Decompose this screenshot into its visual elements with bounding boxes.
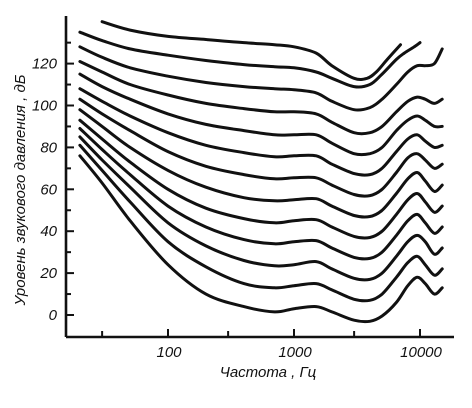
curves-layer — [78, 20, 444, 324]
y-axis-label: Уровень звукового давления , дБ — [12, 74, 29, 306]
y-tick-label: 120 — [32, 56, 58, 73]
y-tick-label: 0 — [49, 307, 58, 324]
equal-loudness-curve-12 — [78, 30, 422, 89]
equal-loudness-curve-9 — [78, 72, 444, 157]
x-tick-label: 10000 — [400, 344, 442, 361]
ticks-layer — [66, 41, 421, 337]
equal-loudness-curve-10 — [78, 60, 444, 136]
equal-loudness-curve-13 — [100, 20, 402, 81]
equal-loudness-curve-11 — [78, 45, 444, 112]
x-axis-label: Частота , Гц — [220, 364, 317, 381]
y-tick-label: 20 — [39, 265, 57, 282]
y-tick-label: 100 — [32, 98, 58, 115]
equal-loudness-curve-4 — [78, 127, 444, 261]
equal-loudness-curve-7 — [78, 97, 444, 198]
equal-loudness-curve-6 — [78, 108, 444, 219]
x-tick-label: 100 — [156, 344, 182, 361]
equal-loudness-curve-3 — [78, 135, 444, 282]
equal-loudness-curve-8 — [78, 87, 444, 177]
x-tick-label: 1000 — [278, 344, 312, 361]
equal-loudness-curve-2 — [78, 143, 444, 303]
tick-labels-layer: 0 20 40 60 80 100 120 100 1000 10000 — [32, 56, 443, 361]
y-tick-label: 40 — [40, 223, 57, 240]
equal-loudness-curve-5 — [78, 118, 444, 240]
y-tick-label: 60 — [40, 181, 57, 198]
equal-loudness-curve-1 — [78, 154, 444, 324]
y-tick-label: 80 — [40, 139, 57, 156]
